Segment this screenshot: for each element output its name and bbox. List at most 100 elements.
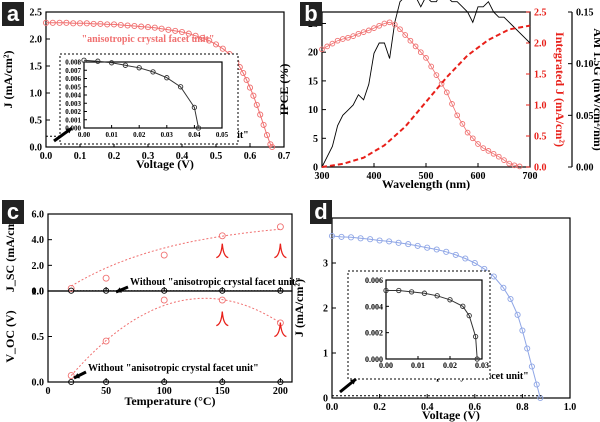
panel-d-inset-point [421,290,428,296]
panel-b-ipce-point [386,19,393,26]
panel-a-series-point [63,19,70,26]
panel-c-bottom-baseline-label: Without "anisotropic crystal facet unit" [88,363,259,374]
panel-d-ytick-label: 1 [323,349,328,360]
panel-d-series-point [405,241,412,248]
panel-b-ipce-point [355,30,362,37]
panel-a-series-point [110,21,118,28]
panel-b-ipce-point [376,22,383,29]
panel-b-ytick-label: 20 [308,48,318,59]
panel-a-series-point [158,25,165,32]
panel-c-bottom-ytick-label: 1.0 [32,287,45,298]
panel-a-inset-ytick-label: 0.007 [65,67,81,75]
panel-b-y3tick-label: 0.10 [576,59,594,70]
panel-d-series-point [424,244,431,251]
panel-a-inset-ytick-label: 0.005 [65,83,81,91]
panel-a-inset-point [177,84,184,90]
panel-b-ipce-point [324,43,331,50]
panel-b-y2label: Integrated J (mA/cm²) [553,32,567,147]
panel-a-series-point [263,132,271,139]
panel-c-top-baseline-point [68,287,75,294]
panel-a-series-point [192,32,199,39]
panel-a-series-point [185,30,192,37]
panel-a-inset-line [83,59,199,129]
panel-b-xlabel: Wavelength (nm) [382,177,470,191]
panel-b-ipce-point [360,29,367,35]
panel-c-top-fit [70,228,281,287]
panel-a-ylabel: J (mA/cm²) [1,51,15,109]
panel-a-inset-xtick-label: 0.05 [216,131,229,139]
panel-d-label-bg [310,200,332,224]
panel-c-bottom-xtick-label: 50 [101,386,111,397]
panel-b-xtick-label: 300 [315,171,330,182]
panel-b-ipce-point [433,72,440,78]
panel-a-label-bg [2,2,24,26]
panel-d-inset-xtick-label: 0.01 [411,361,425,370]
panel-d-inset-point [472,333,479,340]
panel-b-ytick-label: 10 [308,105,318,116]
panel-d-series-point [328,232,336,240]
panel-b-xtick-label: 500 [419,171,434,182]
panel-a-inset-point [136,65,142,71]
panel-c-top-point [102,274,110,282]
panel-b-y3tick-label: 0.00 [576,163,594,174]
panel-a-inset-ytick-label: 0.008 [65,59,81,67]
panel-b-y2tick-label: 2.0 [534,39,547,50]
panel-b-ipce-point [516,163,523,170]
panel-c-top-baseline-point [219,287,226,294]
panel-a-inset-point [164,75,170,81]
panel-d-xtick-label: 0.8 [516,402,529,413]
panel-a-xtick-label: 0.4 [176,151,189,162]
panel-a-xtick-label: 0.2 [108,151,121,162]
panel-b-y3label: AM 1.5G (mW/cm²/nm) [591,28,600,151]
panel-b-ipce-point [407,37,414,44]
panel-d-inset-point [383,287,389,294]
panel-b-ipce-point [329,40,336,47]
panel-d-inset-ytick-label: 0.004 [365,302,383,311]
panel-b-ipce-point [350,33,357,39]
panel-b-ipce-point [475,141,481,147]
panel-a-xtick-label: 0.0 [40,151,53,162]
panel-c-bottom-ytick-label: 0.5 [32,332,45,343]
panel-d-xtick-label: 0.6 [469,402,482,413]
panel-b-ipce-point [443,89,450,96]
panel-c-bottom-xtick-label: 0 [46,386,51,397]
panel-c-top-peak-icon-1 [216,243,229,259]
panel-c-label-bg [2,200,24,224]
panel-d-series-point [514,311,521,318]
panel-d-inset-xtick-label: 0.03 [475,361,489,370]
panel-a-ytick-label: 2.5 [30,8,43,19]
panel-a-xlabel: Voltage (V) [136,157,194,171]
panel-d-inset-point [396,287,402,294]
panel-a-frame [45,11,285,148]
panel-d-series-point [357,235,364,242]
panel-a-inset-ytick-label: 0.000 [65,125,81,133]
panel-c-bottom-xtick-label: 150 [215,386,230,397]
panel-a-inset-point [81,57,87,63]
panel-a-inset-point [95,58,101,64]
panel-a-series-point [240,69,247,77]
panel-b-ipce-point [506,160,513,167]
panel-a-xtick-label: 0.6 [244,151,257,162]
panel-a-ytick-label: 0.5 [30,116,43,127]
panel-b-xtick-label: 600 [471,171,486,182]
panel-a-ytick-label: 1.5 [30,62,43,73]
panel-a-series-point [83,20,90,27]
panel-a-series-point [250,92,257,99]
panel-b-y2tick-label: 1.5 [534,70,547,81]
panel-c-top-ylabel: J_SC (mA/cm²) [3,213,17,292]
panel-a-series-point [56,19,63,26]
panel-d-series-point [452,251,459,258]
panel-d-ytick-label: 0 [323,394,328,405]
panel-b-ipce-point [339,36,346,42]
panel-c-xlabel: Temperature (°C) [124,394,215,408]
panel-d-inset-xtick-label: 0.00 [379,361,393,370]
panel-a-series-point [243,76,250,84]
panel-b-am15-line [321,0,531,168]
panel-c-bottom-point [67,372,75,380]
panel-d-inset-point [447,297,453,303]
panel-d-inset-ytick-label: 0.006 [365,276,383,285]
panel-c-top-point [218,232,226,240]
panel-a-series-point [253,101,260,108]
panel-b-ytick-label: 15 [308,76,318,87]
